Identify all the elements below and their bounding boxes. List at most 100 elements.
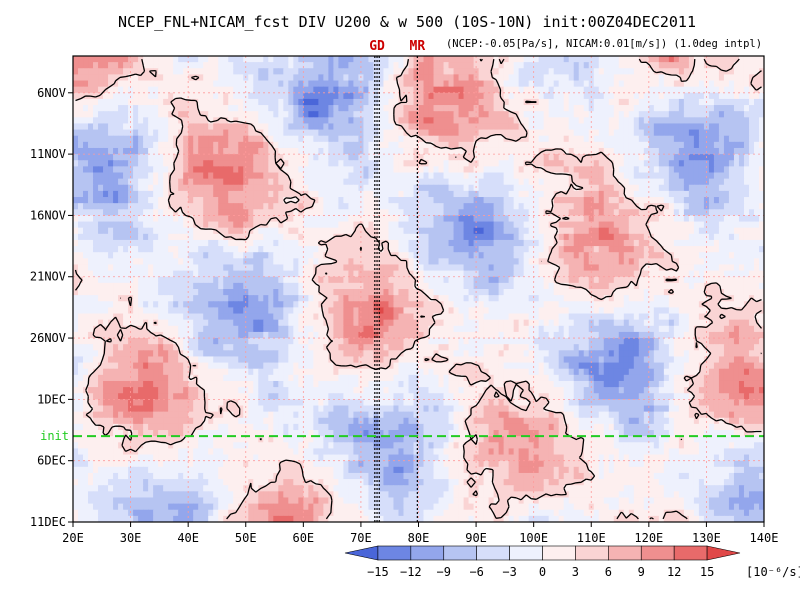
field-cell	[128, 172, 134, 180]
field-cell	[423, 227, 430, 235]
field-cell	[633, 68, 640, 75]
field-cell	[528, 135, 535, 143]
field-cell	[718, 197, 725, 204]
field-cell	[638, 56, 645, 63]
field-cell	[488, 215, 495, 223]
field-cell	[613, 135, 620, 143]
field-cell	[368, 135, 375, 143]
field-cell	[98, 203, 104, 210]
field-cell	[153, 227, 159, 235]
field-cell	[653, 184, 660, 192]
field-cell	[263, 209, 269, 217]
field-cell	[323, 105, 329, 112]
field-cell	[633, 141, 640, 149]
field-cell	[183, 68, 189, 75]
field-cell	[273, 86, 279, 94]
field-cell	[613, 233, 620, 241]
field-cell	[328, 111, 334, 118]
field-cell	[648, 129, 655, 137]
field-cell	[248, 141, 254, 149]
field-cell	[228, 80, 234, 88]
field-cell	[538, 270, 545, 278]
field-cell	[353, 209, 360, 217]
field-cell	[733, 203, 740, 210]
field-cell	[728, 239, 735, 247]
field-cell	[168, 74, 174, 82]
field-cell	[343, 74, 349, 82]
field-cell	[523, 56, 530, 63]
field-cell	[198, 172, 204, 180]
field-cell	[308, 160, 314, 167]
field-cell	[653, 190, 660, 198]
field-cell	[88, 56, 94, 63]
field-cell	[223, 215, 229, 223]
field-cell	[643, 86, 650, 94]
field-cell	[733, 135, 740, 143]
field-cell	[148, 276, 154, 284]
field-cell	[173, 92, 179, 100]
field-cell	[313, 74, 319, 82]
field-cell	[358, 215, 365, 223]
field-cell	[383, 233, 390, 241]
field-cell	[418, 154, 425, 161]
field-cell	[278, 98, 284, 106]
field-cell	[198, 160, 204, 167]
field-cell	[218, 203, 224, 210]
field-cell	[258, 62, 264, 69]
field-cell	[683, 141, 690, 149]
field-cell	[433, 123, 440, 131]
field-cell	[728, 172, 735, 180]
field-cell	[108, 147, 114, 155]
field-cell	[208, 141, 214, 149]
field-cell	[308, 246, 314, 253]
field-cell	[433, 111, 440, 118]
field-cell	[293, 147, 299, 155]
field-cell	[723, 197, 730, 204]
field-cell	[428, 92, 435, 100]
field-cell	[88, 270, 94, 278]
field-cell	[553, 178, 560, 186]
field-cell	[418, 184, 425, 192]
field-cell	[148, 117, 154, 125]
field-cell	[653, 105, 660, 112]
field-cell	[338, 160, 344, 167]
field-cell	[568, 117, 575, 125]
field-cell	[733, 62, 740, 69]
field-cell	[458, 105, 465, 112]
field-cell	[418, 123, 425, 131]
field-cell	[88, 172, 94, 180]
field-cell	[713, 160, 720, 167]
field-cell	[78, 190, 84, 198]
field-cell	[223, 147, 229, 155]
field-cell	[418, 166, 425, 174]
field-cell	[523, 172, 530, 180]
field-cell	[93, 258, 99, 266]
field-cell	[573, 117, 580, 125]
field-cell	[293, 68, 299, 75]
field-cell	[163, 172, 169, 180]
field-cell	[403, 184, 410, 192]
field-cell	[603, 258, 610, 266]
field-cell	[618, 172, 625, 180]
field-cell	[398, 264, 405, 272]
field-cell	[113, 117, 119, 125]
field-cell	[528, 147, 535, 155]
field-cell	[663, 178, 670, 186]
field-cell	[758, 154, 764, 161]
field-cell	[693, 135, 700, 143]
field-cell	[553, 98, 560, 106]
field-cell	[388, 129, 395, 137]
field-cell	[758, 105, 764, 112]
field-cell	[248, 111, 254, 118]
field-cell	[688, 178, 695, 186]
field-cell	[453, 184, 460, 192]
field-cell	[223, 74, 229, 82]
field-cell	[288, 80, 294, 88]
field-cell	[473, 172, 480, 180]
field-cell	[178, 203, 184, 210]
field-cell	[393, 239, 400, 247]
field-cell	[83, 154, 89, 161]
field-cell	[628, 141, 635, 149]
field-cell	[188, 111, 194, 118]
field-cell	[468, 123, 475, 131]
